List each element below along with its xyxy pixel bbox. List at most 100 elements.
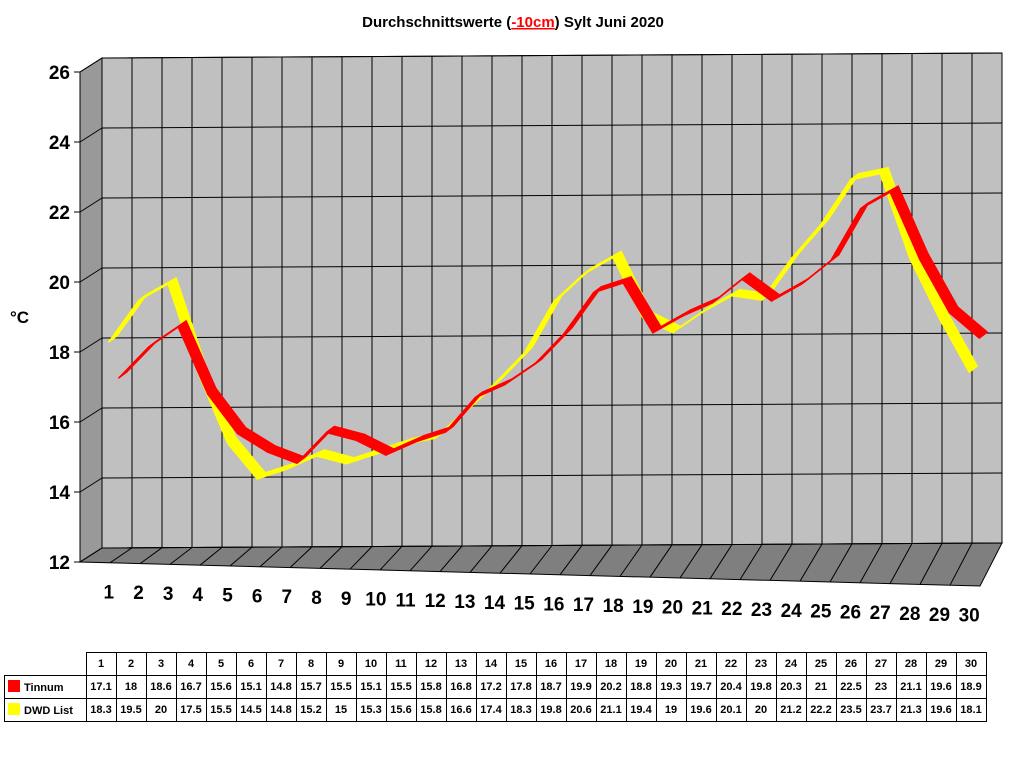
floor-divider — [229, 546, 253, 567]
chart-title: Durchschnittswerte (-10cm) Sylt Juni 202… — [362, 14, 664, 31]
table-cell: 23.5 — [835, 698, 867, 722]
table-cell: 19.6 — [925, 698, 957, 722]
y-tick-label: 24 — [49, 133, 71, 154]
table-cell: 15.5 — [205, 698, 237, 722]
table-cell: 15.6 — [205, 675, 237, 699]
x-tick-label: 6 — [252, 586, 263, 607]
table-cell: 17.2 — [475, 675, 507, 699]
table-header-cell: 30 — [955, 652, 987, 676]
floor-divider — [799, 543, 823, 582]
floor-divider — [889, 543, 913, 584]
table-header-cell: 4 — [175, 652, 207, 676]
floor-divider — [499, 545, 523, 574]
table-cell: 20.2 — [595, 675, 627, 699]
y-axis-label: °C — [10, 308, 29, 327]
x-tick-label: 30 — [959, 606, 980, 627]
data-table: 1 2 3 4 5 6 7 8 9 10 11 12 13 14 15 16 17 18 19 20 21 22 23 24 2… — [4, 652, 987, 722]
floor-divider — [949, 542, 973, 586]
table-cell: 21.1 — [895, 675, 927, 699]
table-header-cell: 14 — [475, 652, 507, 676]
table-cell: 19.6 — [685, 698, 717, 722]
x-tick-label: 8 — [311, 588, 322, 609]
table-cell: 14.8 — [265, 675, 297, 699]
x-tick-label: 7 — [282, 587, 293, 608]
table-header-cell: 29 — [925, 652, 957, 676]
legend-swatch — [8, 703, 20, 715]
table-cell: 19.4 — [625, 698, 657, 722]
table-header-cell: 11 — [385, 652, 417, 676]
grid-horizontal — [101, 332, 1003, 339]
table-cell: 21.2 — [775, 698, 807, 722]
legend-label: DWD List — [24, 705, 73, 717]
table-cell: 23.7 — [865, 698, 897, 722]
floor-divider — [409, 545, 433, 572]
floor-divider — [619, 544, 643, 577]
y-tick-label: 26 — [49, 63, 70, 84]
grid-horizontal — [101, 542, 1003, 549]
table-cell: 18.8 — [625, 675, 657, 699]
grid-horizontal — [79, 267, 103, 283]
grid-horizontal — [79, 57, 103, 73]
table-cell: 19.8 — [745, 675, 777, 699]
x-tick-label: 3 — [163, 584, 174, 605]
floor-divider — [589, 544, 613, 576]
x-tick-label: 12 — [425, 591, 446, 612]
table-cell: 17.8 — [505, 675, 537, 699]
table-header-cell: 3 — [145, 652, 177, 676]
grid-horizontal — [101, 402, 1003, 409]
table-cell: 17.1 — [85, 675, 117, 699]
table-cell: 16.8 — [445, 675, 477, 699]
table-cell: 21 — [805, 675, 837, 699]
table-header-cell: 9 — [325, 652, 357, 676]
table-header-cell: 27 — [865, 652, 897, 676]
table-cell: 14.5 — [235, 698, 267, 722]
table-cell: 16.7 — [175, 675, 207, 699]
table-cell: 19 — [655, 698, 687, 722]
chart-title-highlight: -10cm — [511, 14, 554, 31]
table-cell: 22.2 — [805, 698, 837, 722]
series-segment-dwd-list — [938, 312, 978, 373]
floor-divider — [259, 546, 283, 568]
chart-series — [108, 166, 988, 480]
table-header-cell: 26 — [835, 652, 867, 676]
floor-divider — [379, 545, 403, 571]
x-tick-label: 22 — [721, 599, 742, 620]
table-header-cell: 20 — [655, 652, 687, 676]
table-cell: 19.5 — [115, 698, 147, 722]
x-tick-label: 29 — [929, 605, 950, 626]
table-header-cell: 10 — [355, 652, 387, 676]
table-header-cell: 12 — [415, 652, 447, 676]
table-cell: 20 — [145, 698, 177, 722]
table-cell: 19.6 — [925, 675, 957, 699]
table-corner — [4, 652, 87, 676]
table-cell: 15.2 — [295, 698, 327, 722]
series-segment-tinnum — [948, 306, 988, 339]
table-cell: 19.3 — [655, 675, 687, 699]
x-tick-label: 15 — [514, 594, 536, 615]
table-cell: 19.9 — [565, 675, 597, 699]
table-cell: 14.8 — [265, 698, 297, 722]
table-cell: 19.8 — [535, 698, 567, 722]
floor-divider — [169, 547, 193, 565]
x-tick-label: 17 — [573, 595, 594, 616]
x-tick-label: 2 — [133, 583, 144, 604]
y-tick-label: 16 — [49, 413, 70, 434]
floor-divider — [769, 543, 793, 581]
table-header-cell: 25 — [805, 652, 837, 676]
table-row: DWD List 18.3 19.5 20 17.5 15.5 14.5 14.8 15.2 15… — [4, 698, 987, 722]
table-cell: 22.5 — [835, 675, 867, 699]
y-tick-label: 12 — [49, 553, 70, 574]
y-tick-label: 20 — [49, 273, 70, 294]
floor-divider — [529, 545, 553, 575]
table-cell: 17.4 — [475, 698, 507, 722]
legend-entry: Tinnum — [4, 675, 87, 699]
table-header-cell: 22 — [715, 652, 747, 676]
table-cell: 18.9 — [955, 675, 987, 699]
table-cell: 15.5 — [385, 675, 417, 699]
table-header-cell: 19 — [625, 652, 657, 676]
table-header-cell: 8 — [295, 652, 327, 676]
table-cell: 16.6 — [445, 698, 477, 722]
floor-divider — [349, 546, 373, 570]
grid-horizontal — [79, 197, 103, 213]
table-cell: 15 — [325, 698, 357, 722]
